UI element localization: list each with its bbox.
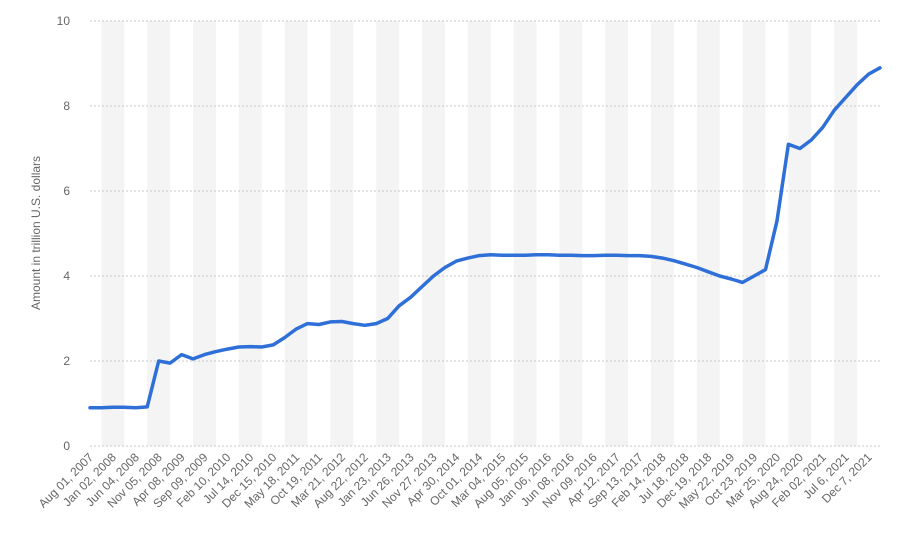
band — [193, 21, 216, 446]
band — [651, 21, 674, 446]
y-axis-label: Amount in trillion U.S. dollars — [29, 156, 43, 310]
band — [605, 21, 629, 446]
band — [238, 21, 262, 446]
band — [101, 21, 125, 446]
band — [742, 21, 766, 446]
y-tick-label: 8 — [63, 99, 70, 113]
band — [696, 21, 720, 446]
band — [788, 21, 812, 446]
y-tick-label: 2 — [63, 354, 70, 368]
band — [376, 21, 400, 446]
band — [422, 21, 445, 446]
y-tick-label: 0 — [63, 439, 70, 453]
y-tick-label: 4 — [63, 269, 70, 283]
band — [834, 21, 858, 446]
band — [330, 21, 354, 446]
band — [467, 21, 491, 446]
band — [559, 21, 583, 446]
band — [284, 21, 308, 446]
band — [513, 21, 537, 446]
y-tick-label: 6 — [63, 184, 70, 198]
y-tick-label: 10 — [57, 14, 71, 28]
band — [147, 21, 171, 446]
data-line — [88, 66, 882, 410]
